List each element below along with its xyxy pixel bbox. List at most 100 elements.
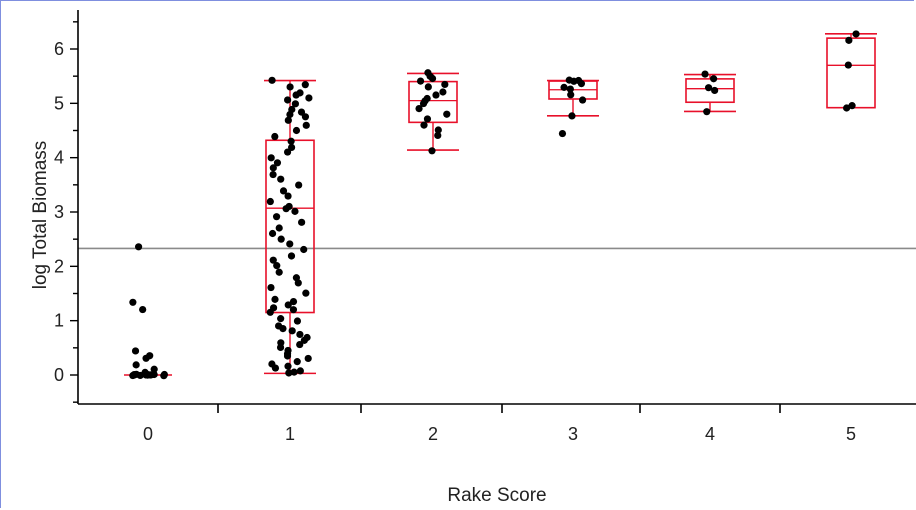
- data-point: [287, 143, 296, 152]
- data-point: [146, 352, 154, 360]
- data-point: [268, 229, 277, 238]
- x-tick-label: 0: [143, 424, 153, 444]
- data-point: [291, 207, 299, 215]
- data-point: [566, 85, 574, 93]
- data-point: [296, 89, 304, 97]
- data-point: [275, 268, 283, 276]
- box-plot-3: [547, 79, 599, 117]
- data-point: [269, 256, 277, 264]
- data-point: [131, 347, 140, 355]
- data-point: [272, 213, 281, 221]
- data-point: [441, 80, 449, 89]
- box-plot-2: [407, 72, 459, 151]
- data-point: [302, 121, 310, 129]
- data-point: [568, 112, 576, 120]
- data-point: [303, 333, 311, 342]
- data-point: [285, 202, 293, 211]
- x-tick-label: 1: [285, 424, 295, 444]
- data-point: [305, 94, 313, 102]
- data-point: [293, 358, 301, 366]
- x-axis: 0 1 2 3 4 5: [78, 403, 916, 444]
- data-point: [286, 83, 294, 91]
- box-iqr: [826, 37, 876, 109]
- data-point: [848, 102, 856, 110]
- data-point: [269, 170, 277, 179]
- data-point: [434, 131, 442, 140]
- x-axis-title: Rake Score: [447, 485, 546, 506]
- x-tick-label: 5: [846, 424, 856, 444]
- data-point: [291, 100, 300, 108]
- data-point: [141, 368, 149, 376]
- box-plot-5: [825, 32, 877, 109]
- data-point: [275, 322, 283, 330]
- data-point: [277, 175, 285, 183]
- data-point: [424, 83, 432, 91]
- data-point: [439, 88, 447, 96]
- data-point: [424, 69, 432, 77]
- data-point: [129, 298, 137, 306]
- data-point: [415, 105, 423, 113]
- data-point: [852, 30, 860, 38]
- data-point: [268, 76, 276, 84]
- data-point: [288, 327, 296, 335]
- point-layer: [129, 30, 860, 380]
- data-point: [420, 121, 428, 129]
- data-point: [300, 245, 308, 254]
- data-point: [130, 371, 138, 379]
- data-point: [297, 108, 306, 116]
- data-point: [302, 289, 310, 297]
- data-point: [277, 339, 285, 347]
- y-tick-label: 1: [54, 311, 64, 331]
- data-point: [284, 192, 292, 200]
- data-point: [292, 126, 301, 135]
- data-point: [134, 243, 143, 251]
- data-point: [283, 148, 292, 156]
- data-point: [277, 235, 285, 243]
- data-point: [843, 104, 851, 112]
- data-point: [273, 262, 281, 270]
- data-point: [296, 330, 304, 339]
- box-iqr: [408, 80, 458, 124]
- data-point: [275, 224, 283, 232]
- data-point: [560, 83, 568, 91]
- data-point: [289, 306, 298, 314]
- data-point: [292, 274, 301, 282]
- data-point: [284, 96, 292, 104]
- y-axis: 0 1 2 3 4 5 6: [54, 10, 79, 404]
- data-point: [304, 354, 312, 363]
- data-point: [428, 147, 436, 155]
- data-point: [150, 365, 158, 373]
- data-point: [301, 81, 309, 89]
- data-point: [269, 304, 278, 312]
- data-point: [704, 84, 713, 92]
- data-point: [132, 361, 140, 369]
- y-tick-label: 2: [54, 256, 64, 276]
- data-point: [565, 76, 573, 84]
- data-point: [286, 240, 294, 248]
- data-point: [284, 346, 292, 355]
- data-point: [434, 126, 442, 134]
- data-point: [268, 360, 276, 368]
- data-point: [295, 181, 303, 189]
- data-point: [267, 154, 275, 162]
- data-point: [287, 252, 296, 260]
- data-point: [284, 362, 292, 370]
- y-tick-label: 3: [54, 202, 64, 222]
- data-point: [290, 368, 298, 376]
- data-point: [558, 129, 567, 138]
- data-point: [269, 164, 277, 172]
- x-tick-label: 2: [428, 424, 438, 444]
- data-point: [423, 115, 432, 123]
- data-point: [423, 94, 431, 103]
- y-tick-label: 0: [54, 365, 64, 385]
- data-point: [703, 108, 711, 116]
- data-point: [266, 197, 274, 206]
- data-point: [574, 76, 583, 85]
- box-layer: [124, 32, 877, 376]
- data-point: [277, 315, 285, 323]
- data-point: [160, 370, 169, 379]
- y-axis-title: log Total Biomass: [30, 141, 51, 290]
- data-point: [845, 36, 853, 44]
